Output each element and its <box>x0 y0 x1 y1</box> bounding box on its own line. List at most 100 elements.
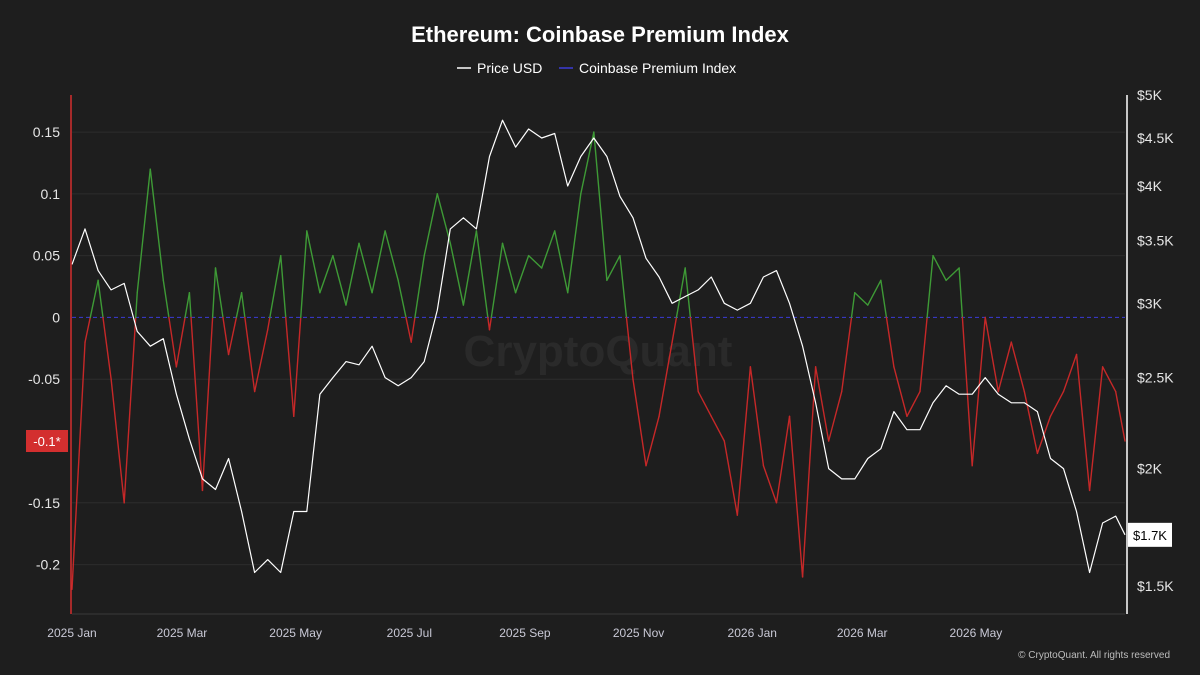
tick-x-6: 2026 Jan <box>728 626 777 640</box>
premium-segment-15-a <box>266 316 271 331</box>
premium-segment-80 <box>1114 390 1126 442</box>
tick-right-1: $4.5K <box>1137 130 1174 146</box>
premium-segment-41 <box>606 254 621 282</box>
tick-right-2: $4K <box>1137 178 1163 194</box>
premium-segment-22 <box>358 242 373 294</box>
premium-segment-53 <box>762 465 778 504</box>
premium-segment-2-a <box>97 279 104 319</box>
premium-segment-30 <box>462 230 478 306</box>
tick-x-8: 2026 May <box>950 626 1003 640</box>
premium-segment-68-a <box>958 267 964 319</box>
premium-segment-3 <box>110 378 125 504</box>
premium-segment-67 <box>945 267 960 282</box>
tick-x-3: 2025 Jul <box>387 626 432 640</box>
premium-segment-78 <box>1088 366 1104 492</box>
premium-segment-58 <box>827 390 843 442</box>
premium-segment-21 <box>345 242 360 306</box>
watermark: CryptoQuant <box>464 327 733 376</box>
tick-left-3: 0 <box>52 309 60 325</box>
premium-segment-8-a <box>175 316 186 368</box>
premium-segment-43 <box>632 378 647 467</box>
tick-left-1: 0.1 <box>41 186 61 202</box>
premium-segment-65-b <box>926 254 934 319</box>
premium-segment-4-a <box>123 316 137 504</box>
premium-segment-0 <box>71 341 86 590</box>
tick-right-3: $3.5K <box>1137 232 1174 248</box>
tick-left-2: 0.05 <box>33 248 60 264</box>
premium-segment-27 <box>423 193 438 257</box>
premium-segment-61 <box>867 279 882 306</box>
premium-segment-16-b <box>285 316 295 417</box>
premium-segment-9-b <box>190 316 204 492</box>
premium-segment-9-a <box>188 292 192 319</box>
premium-segment-79 <box>1101 366 1117 393</box>
premium-segment-13-b <box>244 316 256 393</box>
premium-segment-54 <box>775 415 791 504</box>
premium-segment-10-a <box>201 316 214 492</box>
premium-segment-11-a <box>214 267 224 319</box>
premium-segment-26-b <box>414 254 425 319</box>
premium-segment-2-b <box>102 316 112 380</box>
tick-x-0: 2025 Jan <box>47 626 96 640</box>
price-current-badge <box>1128 522 1172 547</box>
tick-right-0: $5K <box>1137 87 1163 103</box>
premium-segment-64 <box>906 390 921 417</box>
premium-segment-37 <box>554 230 569 294</box>
legend: Price USD Coinbase Premium Index <box>457 60 736 76</box>
premium-segment-56 <box>801 366 817 578</box>
premium-segment-46-b <box>675 267 686 319</box>
premium-series-layer <box>71 131 1126 590</box>
premium-segment-72 <box>1010 341 1026 393</box>
premium-segment-15-b <box>269 254 282 319</box>
premium-segment-42-b <box>625 316 634 380</box>
premium-segment-47-b <box>689 316 699 393</box>
premium-segment-65-a <box>919 316 928 393</box>
premium-segment-16-a <box>280 254 287 319</box>
premium-segment-62-a <box>880 279 888 319</box>
premium-segment-50 <box>723 440 739 516</box>
badge-layer: -0.1* $1.7K <box>26 430 1172 547</box>
legend-label-premium: Coinbase Premium Index <box>579 60 736 76</box>
premium-segment-18 <box>306 230 321 294</box>
premium-segment-42-a <box>619 254 628 319</box>
premium-segment-12-a <box>227 316 238 356</box>
premium-segment-75 <box>1049 390 1065 417</box>
price-current-badge-label: $1.7K <box>1133 528 1167 543</box>
tick-left-6: -0.2 <box>36 557 60 573</box>
premium-segment-8-b <box>184 292 191 319</box>
premium-segment-59-a <box>841 316 853 393</box>
premium-segment-59-b <box>850 292 856 319</box>
premium-segment-7-a <box>162 279 170 319</box>
premium-segment-17-b <box>300 230 308 319</box>
tick-left-4: -0.05 <box>28 371 60 387</box>
premium-segment-32-b <box>490 242 504 319</box>
tick-x-7: 2026 Mar <box>837 626 888 640</box>
premium-segment-73 <box>1023 390 1039 455</box>
premium-segment-36 <box>540 230 556 269</box>
premium-segment-71 <box>997 341 1013 393</box>
premium-segment-35 <box>527 254 543 269</box>
premium-segment-12-b <box>235 292 243 319</box>
premium-segment-32-a <box>488 316 493 331</box>
premium-segment-25-b <box>405 316 412 343</box>
premium-segment-76 <box>1062 353 1078 393</box>
premium-segment-46-a <box>671 316 678 343</box>
premium-segment-55 <box>788 415 804 578</box>
tick-right-4: $3K <box>1137 295 1163 311</box>
price-series-layer <box>71 119 1126 574</box>
premium-segment-45 <box>658 341 673 417</box>
premium-segment-66 <box>932 254 947 282</box>
premium-segment-40 <box>593 131 608 282</box>
premium-segment-1-a <box>84 316 91 343</box>
premium-segment-47-a <box>684 267 692 319</box>
premium-segment-70 <box>984 316 999 393</box>
premium-segment-29 <box>449 242 465 306</box>
premium-segment-33 <box>501 242 517 294</box>
premium-segment-13-a <box>240 292 246 319</box>
premium-segment-6 <box>149 168 165 282</box>
premium-segment-38 <box>567 193 582 294</box>
premium-segment-23 <box>371 230 386 294</box>
premium-segment-24 <box>384 230 399 282</box>
premium-segment-39 <box>580 131 595 195</box>
